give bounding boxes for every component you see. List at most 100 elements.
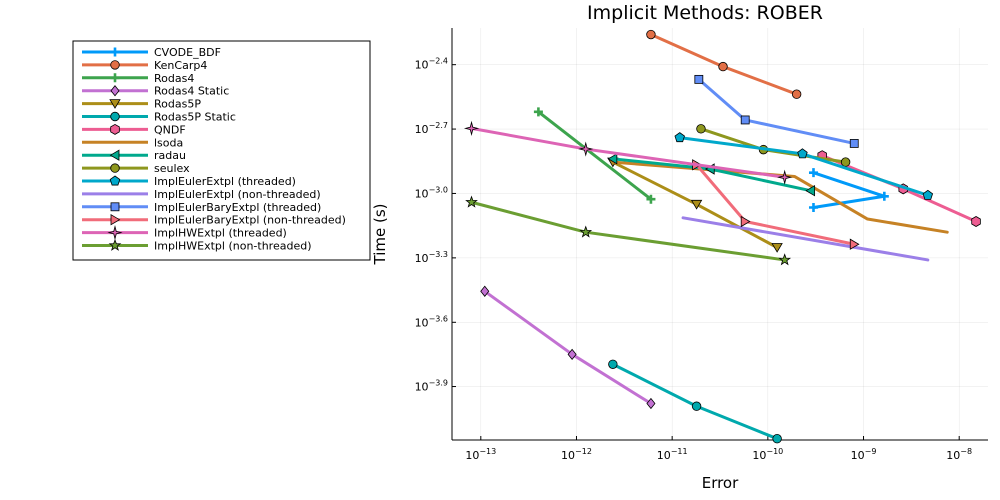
data-point — [694, 74, 704, 84]
data-point — [579, 225, 593, 238]
legend-label: ImplEulerBaryExtpl (non-threaded) — [154, 214, 346, 227]
data-point — [691, 401, 702, 411]
data-point — [849, 139, 859, 148]
legend-label: ImplEulerExtpl (non-threaded) — [154, 188, 321, 201]
data-point — [840, 157, 851, 167]
data-point — [696, 124, 706, 134]
legend-entry: radau — [82, 149, 186, 162]
legend-swatch-marker — [110, 111, 120, 122]
data-point — [465, 195, 478, 208]
legend-swatch-marker — [109, 149, 120, 161]
data-point — [740, 115, 750, 125]
data-point — [791, 89, 802, 99]
data-point — [533, 107, 543, 117]
y-tick-label: 10−3.3 — [415, 250, 448, 265]
legend-label: CVODE_BDF — [154, 46, 221, 59]
data-point — [463, 120, 480, 136]
data-point — [608, 359, 618, 369]
series-rodas5p-static — [608, 359, 782, 444]
series-line — [681, 216, 930, 262]
data-point — [849, 238, 860, 250]
legend-label: radau — [154, 149, 186, 162]
legend-entry: seulex — [82, 162, 190, 175]
legend-label: ImplHWExtpl (threaded) — [154, 227, 287, 240]
series-line — [536, 110, 653, 201]
y-tick-label: 10−2.7 — [415, 121, 448, 136]
grid-lines — [452, 28, 988, 440]
legend-entry: Rodas4 — [82, 72, 194, 85]
legend-swatch-marker — [110, 85, 120, 97]
series-implhwextpl-threaded — [463, 120, 793, 185]
legend-swatch-marker — [110, 47, 120, 57]
data-point — [772, 433, 782, 444]
y-tick-label: 10−3.9 — [415, 379, 448, 394]
legend-entry: ImplHWExtpl (non-threaded) — [82, 238, 312, 253]
data-point — [971, 216, 981, 227]
legend-swatch-marker — [110, 163, 120, 173]
data-point — [567, 348, 577, 360]
legend-entry: ImplEulerExtpl (threaded) — [82, 175, 296, 188]
data-point — [879, 191, 889, 201]
legend-swatch-marker — [110, 73, 120, 83]
data-point — [646, 397, 656, 410]
legend-swatch-marker — [109, 175, 121, 186]
legend-swatch-marker — [110, 60, 120, 70]
plot-frame — [451, 28, 988, 441]
series-rodas4 — [533, 107, 656, 204]
legend-label: ImplEulerBaryExtpl (threaded) — [154, 201, 321, 214]
legend-label: Rodas5P Static — [154, 111, 236, 124]
x-tick-label: 10−13 — [465, 447, 496, 462]
legend-swatch-marker — [108, 238, 122, 251]
legend-entry: ImplEulerBaryExtpl (non-threaded) — [82, 214, 346, 227]
legend-swatch-marker — [110, 202, 120, 212]
chart-title: Implicit Methods: ROBER — [587, 2, 823, 24]
data-point — [690, 199, 703, 210]
series-group — [463, 29, 981, 444]
x-tick-label: 10−11 — [657, 447, 688, 462]
legend-label: Rodas4 Static — [154, 85, 229, 98]
x-tick-label: 10−9 — [851, 447, 877, 462]
x-tick-labels: 10−13 10−12 10−11 10−10 10−9 10−8 — [465, 447, 972, 462]
x-tick-label: 10−12 — [561, 447, 592, 462]
legend-label: ImplEulerExtpl (threaded) — [154, 175, 296, 188]
legend-swatch-marker — [107, 225, 123, 241]
data-point — [578, 141, 594, 157]
legend-label: Rodas4 — [154, 72, 194, 85]
data-point — [674, 132, 685, 143]
legend-label: KenCarp4 — [154, 59, 207, 72]
data-point — [778, 253, 792, 266]
data-point — [797, 148, 808, 159]
data-point — [777, 169, 793, 185]
legend-entry: lsoda — [82, 136, 183, 149]
series-impleulerextpl-threaded — [674, 132, 934, 200]
legend-entry: KenCarp4 — [82, 59, 207, 72]
legend-label: seulex — [154, 162, 190, 175]
series-implhwextpl-non-threaded — [465, 195, 792, 266]
data-point — [646, 29, 656, 40]
legend-entry: Rodas4 Static — [82, 85, 229, 98]
data-point — [718, 61, 728, 72]
y-tick-label: 10−2.4 — [415, 57, 448, 72]
legend-swatch-marker — [109, 99, 121, 109]
legend-swatch-marker — [110, 214, 121, 226]
legend-swatch-marker — [110, 123, 120, 135]
series-rodas4-static — [480, 285, 656, 410]
legend-label: Rodas5P — [154, 98, 201, 111]
data-point — [922, 189, 934, 200]
legend-label: ImplHWExtpl (non-threaded) — [154, 240, 312, 253]
series-cvode-bdf — [808, 168, 889, 213]
legend-entry: ImplEulerExtpl (non-threaded) — [82, 188, 321, 201]
data-point — [805, 184, 816, 197]
legend-label: QNDF — [154, 123, 186, 136]
x-axis-title: Error — [702, 474, 739, 492]
data-point — [607, 153, 618, 165]
y-axis-title: Time (s) — [371, 204, 389, 266]
data-point — [480, 285, 490, 297]
y-tick-label: 10−3.6 — [415, 314, 448, 329]
data-point — [808, 168, 818, 178]
legend-entry: Rodas5P Static — [82, 111, 236, 124]
legend-entry: ImplEulerBaryExtpl (threaded) — [82, 201, 321, 214]
series-impleulerextpl-non-threaded — [681, 216, 930, 262]
data-point — [740, 215, 751, 228]
